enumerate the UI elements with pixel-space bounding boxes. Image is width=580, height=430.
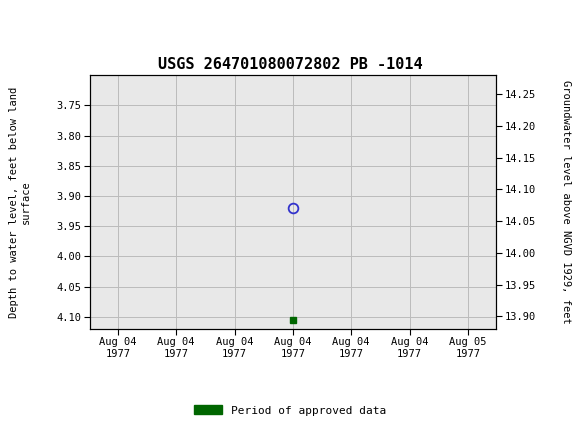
Text: ≡USGS: ≡USGS	[9, 11, 67, 30]
Legend: Period of approved data: Period of approved data	[190, 401, 390, 420]
Text: Depth to water level, feet below land
surface: Depth to water level, feet below land su…	[9, 86, 31, 318]
Text: USGS 264701080072802 PB -1014: USGS 264701080072802 PB -1014	[158, 57, 422, 72]
Text: Groundwater level above NGVD 1929, feet: Groundwater level above NGVD 1929, feet	[560, 80, 571, 324]
